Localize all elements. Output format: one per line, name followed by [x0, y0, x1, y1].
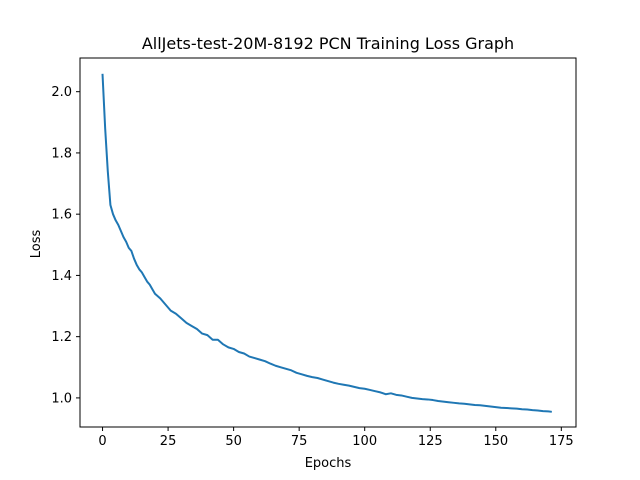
x-axis-label: Epochs: [305, 456, 352, 471]
x-tick-label: 175: [549, 434, 574, 449]
x-tick-label: 50: [225, 434, 242, 449]
y-tick-label: 2.0: [51, 85, 72, 100]
y-axis-label: Loss: [29, 230, 44, 259]
loss-series-line-0: [101, 73, 552, 413]
y-tick-label: 1.2: [51, 330, 72, 345]
axes-frame: [79, 57, 577, 428]
y-tick-label: 1.8: [51, 146, 72, 161]
plot-area: 0 25 50 75 100 125 150 175 1.0 1.2 1.4 1.6 1.8 2.0: [51, 57, 577, 449]
x-tick-label: 150: [483, 434, 508, 449]
x-tick-label: 125: [418, 434, 443, 449]
x-tick-label: 25: [160, 434, 177, 449]
y-tick-label: 1.4: [51, 269, 72, 284]
chart-title: AllJets-test-20M-8192 PCN Training Loss …: [142, 34, 514, 53]
x-tick-label: 0: [98, 434, 106, 449]
x-tick-label: 100: [352, 434, 377, 449]
x-tick-label: 75: [291, 434, 308, 449]
y-tick-label: 1.6: [51, 208, 72, 223]
y-tick-label: 1.0: [51, 391, 72, 406]
